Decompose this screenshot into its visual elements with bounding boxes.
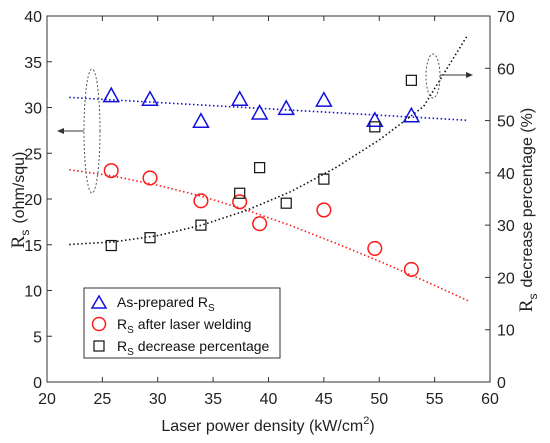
x-ticks: 20 25 30 35 40 45 50 55 60 [38, 16, 499, 408]
legend-item-as-prepared: As-prepared RS [90, 294, 215, 314]
right-axis-group-ellipse [425, 53, 441, 99]
legend-item-decrease: RS decrease percentage [93, 338, 270, 358]
left-axis-group-ellipse [83, 68, 101, 194]
y-tick-label-right: 0 [497, 375, 506, 392]
legend-marker-square [93, 340, 105, 352]
y-axis-label-left: Rs(ohm/squ) [8, 152, 32, 249]
point-after-welding [103, 163, 119, 179]
y-tick-label-right: 30 [497, 218, 515, 235]
data-markers [102, 74, 421, 278]
x-tick-label: 40 [260, 391, 278, 408]
point-as-prepared [250, 103, 269, 120]
legend-label-decrease: RS decrease percentage [117, 338, 270, 358]
point-as-prepared [366, 111, 384, 128]
point-after-welding [403, 261, 419, 278]
y-tick-label-left: 20 [24, 192, 42, 209]
left-arrow-head-icon [57, 128, 64, 134]
x-tick-label: 55 [426, 391, 444, 408]
y-tick-label-right: 20 [497, 270, 515, 287]
point-as-prepared [230, 90, 249, 107]
fit-line-series-0 [69, 96, 468, 122]
y-tick-label-left: 25 [24, 146, 42, 163]
x-tick-label: 45 [315, 391, 333, 408]
x-tick-label: 25 [93, 391, 111, 408]
point-after-welding [193, 193, 209, 209]
point-after-welding [367, 240, 383, 256]
point-after-welding [252, 216, 268, 232]
point-as-prepared [192, 112, 210, 128]
y-ticks-right: 0 10 20 30 40 50 60 70 [485, 9, 515, 392]
fit-line-series-1 [69, 168, 469, 302]
fit-lines [69, 34, 469, 302]
point-after-welding [142, 170, 158, 186]
point-decrease-percentage [405, 74, 417, 86]
point-decrease-percentage [144, 232, 156, 244]
legend-label-as-prepared: As-prepared RS [117, 294, 215, 314]
legend: As-prepared RS RS after laser welding RS d… [83, 287, 281, 359]
point-decrease-percentage [280, 197, 292, 209]
y-axis-label-right: Rsdecrease percentage (%) [516, 108, 540, 312]
legend-marker-circle [91, 316, 107, 332]
y-tick-label-left: 0 [33, 375, 42, 392]
y-tick-label-right: 10 [497, 323, 515, 340]
x-tick-label: 30 [149, 391, 167, 408]
x-tick-label: 60 [481, 391, 499, 408]
point-as-prepared [277, 99, 295, 116]
y-tick-label-left: 5 [33, 329, 42, 346]
point-decrease-percentage [318, 173, 330, 185]
x-tick-label: 20 [38, 391, 56, 408]
point-after-welding [232, 194, 248, 210]
point-after-welding [316, 202, 332, 218]
y-tick-label-left: 40 [24, 9, 42, 26]
point-decrease-percentage [234, 187, 246, 199]
x-tick-label: 50 [370, 391, 388, 408]
point-as-prepared [402, 106, 421, 123]
legend-marker-triangle [90, 294, 108, 309]
point-decrease-percentage [369, 121, 381, 133]
y-tick-label-left: 35 [24, 55, 42, 72]
y-tick-label-right: 60 [497, 61, 515, 78]
x-axis-label: Laser power density (kW/cm2) [161, 415, 374, 435]
fit-line-series-2 [69, 34, 469, 246]
y-tick-label-left: 10 [24, 284, 42, 301]
point-as-prepared [102, 86, 121, 103]
point-decrease-percentage [195, 219, 207, 231]
legend-item-after-welding: RS after laser welding [91, 316, 251, 336]
y-tick-label-right: 40 [497, 166, 515, 183]
y-tick-label-right: 50 [497, 114, 515, 131]
axis-indicators [57, 53, 473, 194]
y-tick-label-right: 70 [497, 9, 515, 26]
y-tick-label-left: 15 [24, 238, 42, 255]
point-decrease-percentage [254, 162, 266, 174]
y-tick-label-left: 30 [24, 101, 42, 118]
point-as-prepared [315, 91, 333, 107]
legend-box [83, 287, 281, 359]
x-tick-label: 35 [204, 391, 222, 408]
point-decrease-percentage [105, 239, 117, 252]
right-arrow-head-icon [466, 72, 473, 78]
point-as-prepared [141, 90, 159, 107]
y-ticks-left: 0 5 10 15 20 25 30 35 40 [24, 9, 52, 392]
legend-label-after-welding: RS after laser welding [117, 316, 251, 336]
